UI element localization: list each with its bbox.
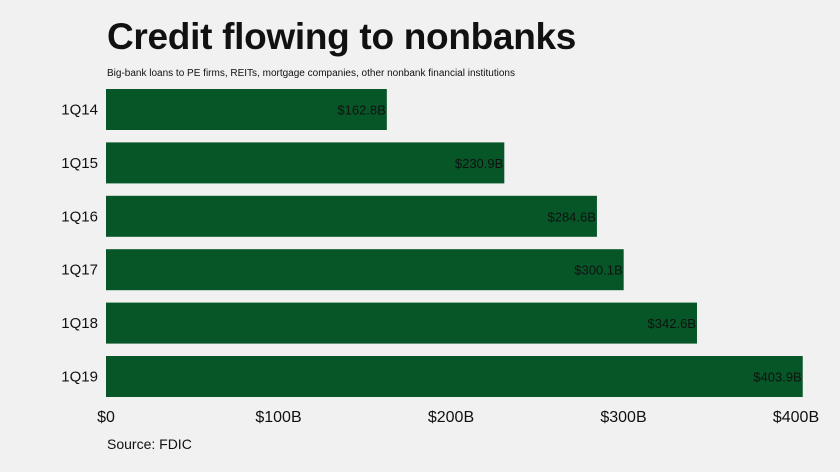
value-label-1q14: $162.8B [337,103,385,118]
category-labels-group: 1Q14 1Q15 1Q16 1Q17 1Q18 1Q19 [61,102,98,386]
value-label-1q18: $342.6B [648,316,696,331]
bar-1q15 [106,142,505,184]
bar-1q19 [106,356,803,397]
value-label-1q17: $300.1B [574,263,622,278]
category-label-1q14: 1Q14 [61,102,98,119]
x-tick-label-400: $400B [773,409,819,426]
category-label-1q17: 1Q17 [61,262,98,279]
x-tick-label-200: $200B [428,409,474,426]
x-tick-label-0: $0 [97,409,115,426]
category-label-1q16: 1Q16 [61,208,98,225]
value-labels-group: $162.8B $230.9B $284.6B $300.1B $342.6B $403.… [337,103,801,385]
bar-1q16 [106,195,597,237]
bar-1q17 [106,249,624,291]
value-label-1q15: $230.9B [455,156,503,171]
category-label-1q19: 1Q19 [61,369,98,386]
category-label-1q18: 1Q18 [61,315,98,332]
value-label-1q19: $403.9B [753,370,801,385]
category-label-1q15: 1Q15 [61,155,98,172]
bar-1q18 [106,302,697,344]
chart-title: Credit flowing to nonbanks [107,16,577,57]
x-tick-label-300: $300B [600,409,646,426]
value-label-1q16: $284.6B [547,209,595,224]
x-tick-label-100: $100B [255,409,301,426]
bars-group [106,89,803,397]
x-axis-ticks-group: $0 $100B $200B $300B $400B [97,409,819,426]
source-note: Source: FDIC [107,436,192,452]
bar-1q14 [106,89,387,130]
chart-subtitle: Big-bank loans to PE firms, REITs, mortg… [107,68,515,79]
